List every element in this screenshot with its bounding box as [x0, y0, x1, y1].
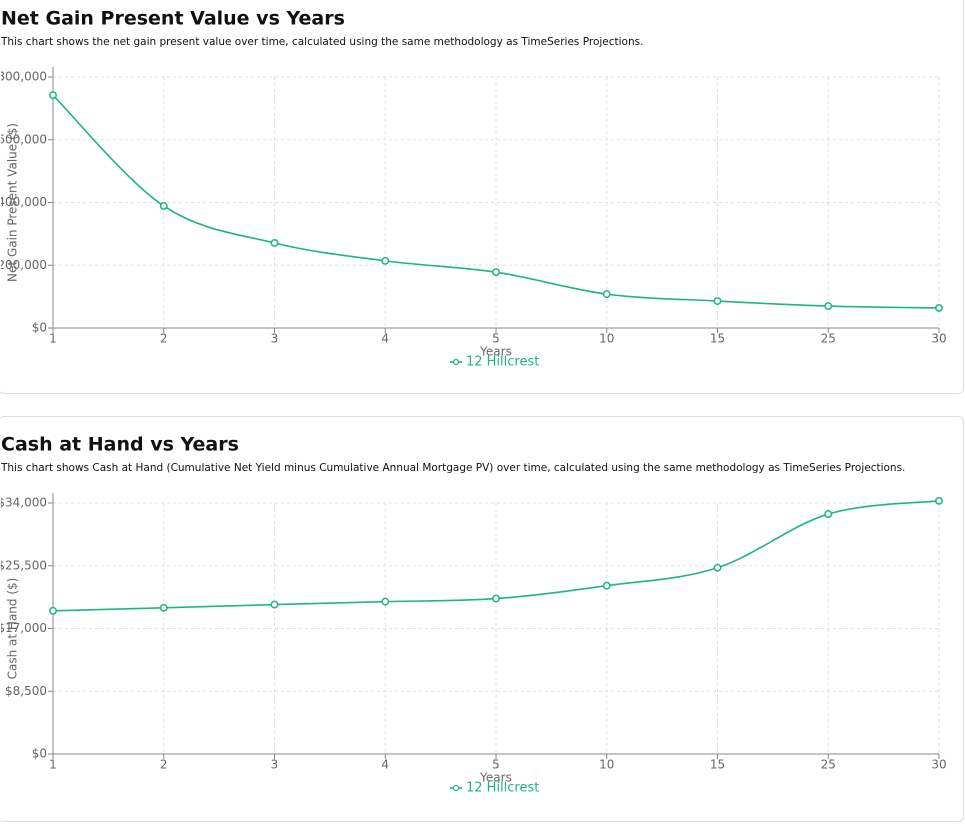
point	[935, 496, 943, 505]
x-tick-label: 30	[931, 758, 946, 772]
y-tick-label: $400,000	[1, 195, 47, 209]
x-tick-label: 3	[271, 758, 279, 772]
point	[713, 297, 722, 305]
y-axis-label: Cash at Hand ($)	[6, 578, 20, 680]
point	[270, 600, 279, 609]
x-tick-label: 2	[160, 758, 168, 772]
x-axis-label: Years	[479, 771, 512, 785]
legend-label: 12 Hillcrest	[466, 781, 539, 796]
point	[381, 597, 390, 606]
y-tick-label: $0	[32, 321, 47, 335]
x-tick-label: 25	[821, 758, 836, 772]
y-tick-label: $17,000	[1, 621, 47, 635]
x-tick-label: 30	[931, 332, 946, 346]
x-tick-label: 15	[710, 332, 725, 346]
point	[935, 303, 943, 312]
point	[381, 256, 390, 265]
y-tick-label: $600,000	[1, 132, 47, 146]
y-tick-label: $34,000	[1, 496, 47, 510]
point	[492, 594, 500, 603]
point	[270, 239, 279, 247]
x-tick-label: 10	[599, 758, 614, 772]
x-axis-label: Years	[479, 345, 512, 359]
chart: Net Gain Present Value vs Years This char…	[1, 8, 947, 370]
point	[49, 606, 57, 615]
chart-card: Cash at Hand vs Years This chart shows Ca…	[0, 416, 964, 822]
y-axis-label: Net Gain Present Value ($)	[6, 123, 20, 282]
point	[602, 581, 611, 590]
y-tick-label: $200,000	[1, 258, 47, 272]
chart-subtitle: This chart shows Cash at Hand (Cumulativ…	[1, 462, 905, 474]
point	[824, 302, 833, 310]
x-tick-label: 5	[492, 758, 500, 772]
chart-card: Net Gain Present Value vs Years This char…	[0, 0, 964, 394]
x-tick-label: 4	[381, 332, 389, 346]
x-tick-label: 1	[49, 758, 57, 772]
point	[824, 510, 833, 519]
point	[602, 290, 611, 299]
x-tick-label: 15	[710, 758, 725, 772]
x-tick-label: 2	[160, 332, 168, 346]
point	[159, 202, 168, 210]
y-tick-label: $800,000	[1, 70, 47, 84]
chart-title: Net Gain Present Value vs Years	[1, 8, 345, 30]
x-tick-label: 4	[381, 758, 389, 772]
x-tick-label: 10	[599, 332, 614, 346]
legend-label: 12 Hillcrest	[466, 355, 539, 370]
chart-title: Cash at Hand vs Years	[1, 434, 239, 456]
x-tick-label: 3	[271, 332, 279, 346]
point	[49, 91, 57, 100]
legend-icon	[452, 358, 460, 366]
y-tick-label: $25,500	[1, 558, 47, 572]
y-tick-label: $0	[32, 747, 47, 761]
chart: Cash at Hand vs Years This chart shows Ca…	[1, 434, 947, 796]
x-tick-label: 5	[492, 332, 500, 346]
point	[492, 268, 500, 277]
chart-subtitle: This chart shows the net gain present va…	[1, 36, 643, 48]
y-tick-label: $8,500	[5, 684, 47, 698]
legend-icon	[452, 784, 460, 792]
x-tick-label: 1	[49, 332, 57, 346]
point	[713, 563, 722, 572]
point	[159, 603, 168, 612]
x-tick-label: 25	[821, 332, 836, 346]
